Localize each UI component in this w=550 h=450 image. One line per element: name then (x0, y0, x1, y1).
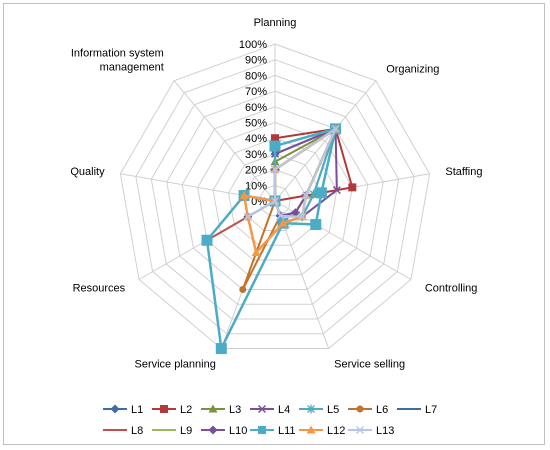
legend-marker (208, 425, 218, 435)
r-tick-label: 40% (245, 133, 267, 145)
legend-item: L10 (201, 425, 247, 437)
category-label: Information system management (71, 47, 164, 73)
legend-label: L9 (180, 425, 192, 437)
r-tick-label: 30% (245, 149, 267, 161)
legend-label: L5 (327, 404, 339, 416)
r-tick-label: 10% (245, 180, 267, 192)
legend-label: L1 (131, 404, 143, 416)
r-tick-label: 90% (245, 55, 267, 67)
legend-label: L4 (278, 404, 290, 416)
legend-item: L3 (201, 404, 241, 416)
data-point (270, 165, 280, 174)
legend-label: L6 (376, 404, 388, 416)
legend-item: L4 (250, 404, 290, 416)
data-point (290, 208, 300, 218)
legend-marker (355, 425, 365, 435)
legend-item: L5 (299, 404, 339, 416)
category-label: Service selling (334, 359, 405, 371)
category-label: Organizing (386, 63, 439, 75)
legend-item: L6 (348, 404, 388, 416)
legend-marker (258, 426, 266, 434)
r-tick-label: 50% (245, 118, 267, 130)
data-point (251, 248, 261, 257)
data-point (332, 186, 341, 195)
grid-spoke (274, 80, 377, 202)
grid-ring (259, 184, 291, 217)
legend-marker (356, 405, 364, 413)
grid-ring (119, 43, 431, 350)
grid-ring (135, 59, 415, 335)
legend-label: L12 (327, 425, 345, 437)
data-point (298, 212, 307, 221)
category-label: Controlling (425, 283, 478, 295)
legend-label: L3 (229, 404, 241, 416)
data-point (348, 183, 357, 192)
grid-ring (166, 90, 384, 305)
data-point (270, 196, 280, 206)
data-point (239, 191, 249, 200)
legend-marker (110, 404, 120, 414)
data-point (315, 187, 327, 199)
legend-label: L2 (180, 404, 192, 416)
legend-label: L13 (376, 425, 394, 437)
r-tick-label: 100% (239, 39, 267, 51)
r-tick-label: 20% (245, 165, 267, 177)
legend-label: L10 (229, 425, 247, 437)
category-label: Staffing (445, 166, 482, 178)
legend-item: L9 (152, 425, 192, 437)
legend-marker (257, 404, 267, 414)
legend-item: L8 (103, 425, 143, 437)
legend-label: L11 (278, 425, 296, 437)
category-label: Resources (73, 283, 126, 295)
data-point (269, 140, 281, 152)
legend-label: L7 (425, 404, 437, 416)
data-point (278, 218, 288, 227)
legend-marker (160, 405, 168, 413)
r-tick-label: 60% (245, 102, 267, 114)
data-point (276, 211, 285, 220)
grid-ring (197, 121, 353, 276)
r-tick-label: 80% (245, 70, 267, 82)
legend-item: L7 (397, 404, 437, 416)
legend-marker (208, 404, 218, 413)
legend-item: L2 (152, 404, 192, 416)
data-point (239, 286, 247, 294)
category-label: Quality (70, 166, 105, 178)
legend-marker (306, 425, 316, 434)
data-point (331, 124, 340, 133)
legend-item: L13 (348, 425, 394, 437)
legend-item: L1 (103, 404, 143, 416)
legend-item: L11 (250, 425, 296, 437)
grid-ring (181, 106, 369, 291)
legend-label: L8 (131, 425, 143, 437)
legend-item: L12 (299, 425, 345, 437)
grid-spoke (173, 80, 276, 202)
chart-frame (3, 3, 545, 445)
series-L13 (243, 124, 340, 221)
category-label: Planning (254, 17, 297, 29)
grid-ring (150, 74, 400, 320)
data-point (310, 219, 322, 231)
legend-marker (307, 404, 315, 414)
data-point (201, 234, 213, 246)
data-point (215, 343, 227, 355)
radar-series-group (201, 123, 357, 355)
category-label: Service planning (134, 359, 215, 371)
legend: L1 L2 L3 L4 L5 L6 L7 L8 L9 L10 L11 L12 L13 (103, 404, 437, 437)
data-point (301, 191, 310, 200)
data-point (243, 212, 252, 221)
r-tick-label: 70% (245, 86, 267, 98)
